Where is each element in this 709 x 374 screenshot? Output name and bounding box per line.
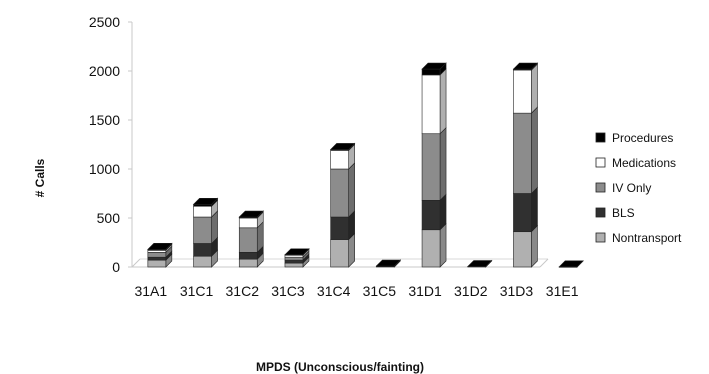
x-tick-label: 31C2 <box>226 283 260 299</box>
floor-edge-right <box>539 258 549 268</box>
bar-31a1-top <box>147 243 173 250</box>
bar-31d3-medications <box>513 69 532 114</box>
bar-31a1-nontransport <box>147 259 167 268</box>
bar-31d3-top <box>512 62 539 70</box>
bar-31c3-bls <box>284 259 304 264</box>
legend: Procedures Medications IV Only BLS Nontransp… <box>595 131 682 245</box>
bar-group-31c4 <box>329 142 356 268</box>
bar-31c1-iv-only <box>193 216 212 244</box>
bar-31d1-iv-only <box>421 133 441 201</box>
bar-31c3-top <box>284 248 310 256</box>
bar-31c1-top <box>192 197 219 205</box>
x-tick-label: 31E1 <box>546 283 579 299</box>
bar-31c2-bls <box>238 252 258 260</box>
y-tick-label: 1500 <box>89 112 120 128</box>
y-tick-label: 1000 <box>89 161 120 177</box>
bar-31c4-nontransport <box>330 239 349 268</box>
x-tick-label: 31D1 <box>408 283 442 299</box>
legend-label: Medications <box>612 156 676 170</box>
bar-31c2-nontransport <box>238 258 258 268</box>
bar-31c4-iv-only <box>330 168 349 218</box>
y-axis: 0 500 1000 1500 2000 2500 <box>89 14 132 275</box>
legend-label: Procedures <box>612 131 673 145</box>
y-tick-label: 2500 <box>89 14 120 30</box>
x-tick-label: 31C4 <box>317 283 351 299</box>
legend-swatch <box>595 157 606 168</box>
bar-group-31d3 <box>512 62 539 268</box>
x-axis-title: MPDS (Unconscious/fainting) <box>256 360 424 374</box>
x-axis: 31A1 31C1 31C2 31C3 31C4 31C5 31D1 31D2 31D3 31E1 <box>134 283 578 299</box>
y-tick-label: 0 <box>112 259 120 275</box>
bar-31c4-bls <box>330 216 349 240</box>
bars <box>147 62 584 268</box>
bar-31d1-procedures <box>421 68 441 76</box>
bar-group-31c3 <box>284 248 310 268</box>
x-tick-label: 31C1 <box>180 283 214 299</box>
bar-31c3-nontransport <box>284 262 304 268</box>
y-tick-label: 2000 <box>89 63 120 79</box>
bar-31d3-nontransport-side <box>531 224 538 268</box>
x-tick-label: 31C5 <box>363 283 397 299</box>
bar-group-31c2 <box>238 210 264 268</box>
bar-31d3-nontransport <box>513 231 532 268</box>
bar-31d1-medications <box>421 74 441 135</box>
legend-swatch <box>595 132 606 143</box>
bar-31d1-bls <box>421 200 441 231</box>
bar-31c4-iv-only-side <box>348 162 355 218</box>
bar-31d3-iv-only <box>513 112 532 194</box>
bar-31c3-iv-only <box>284 256 304 261</box>
bar-group-31d1 <box>421 62 447 268</box>
x-tick-label: 31A1 <box>134 283 167 299</box>
bar-31c4-medications <box>330 150 349 170</box>
x-tick-label: 31C3 <box>271 283 305 299</box>
bar-31c2-iv-only <box>238 227 258 253</box>
x-tick-label: 31D2 <box>454 283 488 299</box>
legend-swatch <box>595 232 606 243</box>
bar-31d1-nontransport <box>421 229 441 268</box>
legend-swatch <box>595 207 606 218</box>
bar-31c2-top <box>238 210 264 218</box>
legend-label: Nontransport <box>612 231 682 245</box>
bar-31d1-medications-side <box>439 68 447 135</box>
legend-label: BLS <box>612 206 635 220</box>
bar-31a1-iv-only <box>147 252 167 258</box>
bar-group-31d2 <box>467 259 493 268</box>
bar-31d1-top <box>421 62 447 70</box>
bar-31c1-bls <box>193 243 212 257</box>
bar-31d1-nontransport-side <box>439 223 447 268</box>
y-tick-label: 500 <box>97 210 121 226</box>
bar-group-31c5 <box>375 259 402 268</box>
bar-31a1-bls <box>147 256 167 261</box>
bar-31d1-iv-only-side <box>439 126 447 202</box>
bar-group-31a1 <box>147 242 173 268</box>
bar-31d3-medications-side <box>531 63 538 114</box>
y-axis-title: # Calls <box>33 158 47 197</box>
bar-31c2-medications <box>238 217 258 229</box>
legend-label: IV Only <box>612 181 651 195</box>
bar-31c4-top <box>329 143 356 150</box>
x-tick-label: 31D3 <box>500 283 534 299</box>
bar-31d3-iv-only-side <box>531 106 538 195</box>
floor-edge <box>131 258 141 268</box>
bar-group-31e1 <box>558 260 584 268</box>
bar-31c1-nontransport <box>193 255 212 268</box>
bar-31d3-bls-side <box>531 186 538 233</box>
legend-swatch <box>595 182 606 193</box>
bar-31e1-top <box>558 260 584 268</box>
bar-31c5-top <box>375 259 402 267</box>
bar-group-31c1 <box>192 197 219 268</box>
bar-31c1-medications <box>193 205 212 218</box>
bar-31d2-top <box>467 260 493 267</box>
bar-31d3-bls <box>513 193 532 233</box>
